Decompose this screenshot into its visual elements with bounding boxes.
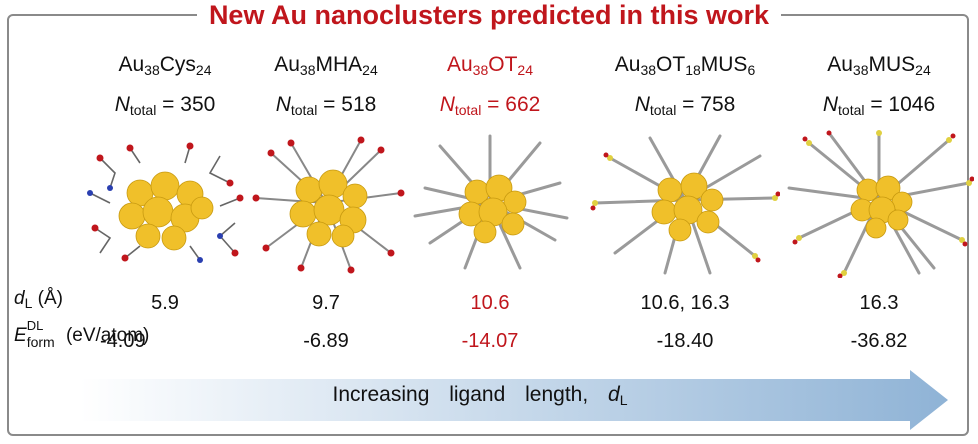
cluster-name-2: Au38MHA24 (274, 53, 378, 78)
eform-value-1: -4.09 (100, 330, 146, 352)
figure-title: New Au nanoclusters predicted in this wo… (196, 0, 782, 30)
dl-value-2: 9.7 (312, 292, 340, 314)
cluster-column-3: Au38OT24 Ntotal = 662 (395, 50, 585, 120)
eform-value-3: -14.07 (461, 330, 519, 352)
cluster-name-4: Au38OT18MUS6 (614, 53, 756, 78)
cluster-column-2: Au38MHA24 Ntotal = 518 (231, 50, 421, 120)
cluster-name-3: Au38OT24 (446, 53, 533, 78)
ntotal-3: Ntotal = 662 (439, 93, 541, 118)
row-label-eform: E DL form (eV/atom) (14, 318, 150, 350)
cluster-column-5: Au38MUS24 Ntotal = 1046 (784, 50, 974, 120)
row-label-dl: dL (Å) (14, 288, 63, 311)
arrow-label: Increasing ligand length, dL (332, 383, 628, 408)
cluster-column-1: Au38Cys24 Ntotal = 350 (70, 50, 260, 120)
dl-value-4: 10.6, 16.3 (640, 292, 730, 314)
cluster-name-5: Au38MUS24 (827, 53, 931, 78)
cluster-column-4: Au38OT18MUS6 Ntotal = 758 (585, 50, 785, 120)
cluster-structure-1 (87, 142, 244, 263)
ntotal-5: Ntotal = 1046 (822, 93, 936, 118)
dl-value-3: 10.6 (470, 292, 510, 314)
cluster-name-1: Au38Cys24 (118, 53, 212, 78)
ntotal-4: Ntotal = 758 (634, 93, 736, 118)
eform-value-4: -18.40 (656, 330, 714, 352)
cluster-structure-5 (787, 130, 974, 278)
increasing-arrow (80, 370, 948, 430)
cluster-structure-4 (590, 134, 780, 275)
dl-value-5: 16.3 (859, 292, 899, 314)
ntotal-1: Ntotal = 350 (114, 93, 216, 118)
eform-value-5: -36.82 (850, 330, 908, 352)
ntotal-2: Ntotal = 518 (275, 93, 377, 118)
eform-value-2: -6.89 (303, 330, 349, 352)
cluster-structure-2 (252, 136, 405, 274)
figure-title-wrap: New Au nanoclusters predicted in this wo… (0, 0, 978, 30)
dl-value-1: 5.9 (151, 292, 179, 314)
cluster-structure-3 (413, 134, 569, 270)
